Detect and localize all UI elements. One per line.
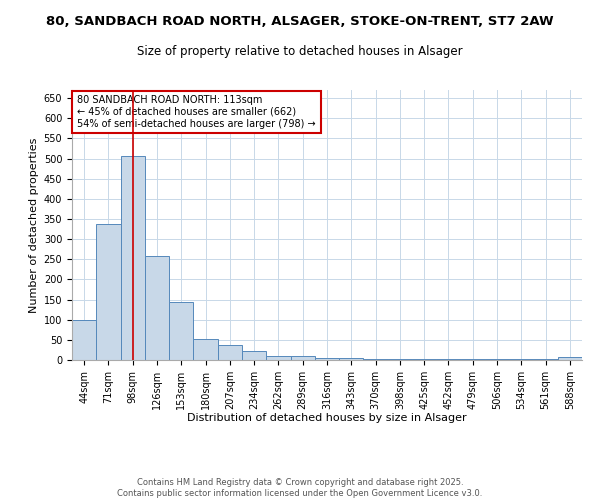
Text: Contains HM Land Registry data © Crown copyright and database right 2025.
Contai: Contains HM Land Registry data © Crown c…	[118, 478, 482, 498]
Bar	[461, 359, 485, 360]
Text: Size of property relative to detached houses in Alsager: Size of property relative to detached ho…	[137, 45, 463, 58]
Bar	[339, 358, 364, 360]
Text: 80, SANDBACH ROAD NORTH, ALSAGER, STOKE-ON-TRENT, ST7 2AW: 80, SANDBACH ROAD NORTH, ALSAGER, STOKE-…	[46, 15, 554, 28]
Bar	[388, 359, 412, 360]
Bar	[266, 356, 290, 360]
Bar	[558, 357, 582, 360]
Bar	[412, 359, 436, 360]
Bar	[315, 358, 339, 360]
Bar	[96, 224, 121, 360]
Bar	[436, 359, 461, 360]
Bar	[364, 359, 388, 360]
Bar	[121, 156, 145, 360]
Bar	[169, 302, 193, 360]
Bar	[218, 344, 242, 360]
Text: 80 SANDBACH ROAD NORTH: 113sqm
← 45% of detached houses are smaller (662)
54% of: 80 SANDBACH ROAD NORTH: 113sqm ← 45% of …	[77, 96, 316, 128]
Bar	[193, 338, 218, 360]
Bar	[145, 256, 169, 360]
Bar	[72, 320, 96, 360]
X-axis label: Distribution of detached houses by size in Alsager: Distribution of detached houses by size …	[187, 414, 467, 424]
Bar	[533, 359, 558, 360]
Bar	[509, 359, 533, 360]
Y-axis label: Number of detached properties: Number of detached properties	[29, 138, 40, 312]
Bar	[485, 359, 509, 360]
Bar	[242, 350, 266, 360]
Bar	[290, 356, 315, 360]
